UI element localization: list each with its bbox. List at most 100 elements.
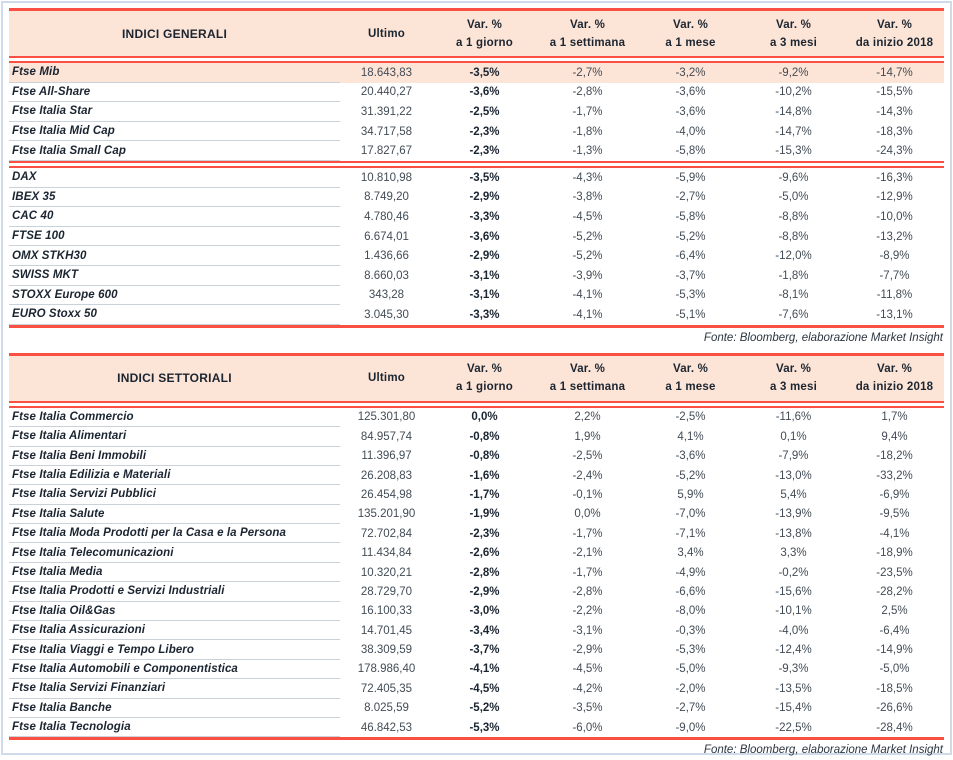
var-da-inizio-2018: -10,0% xyxy=(876,210,913,223)
column-header-line2: a 3 mesi xyxy=(770,381,817,394)
table-row: Ftse Italia Moda Prodotti per la Casa e … xyxy=(9,524,944,544)
column-header-line2: a 1 mese xyxy=(665,381,716,394)
var-1-mese: -7,0% xyxy=(675,508,706,521)
var-da-inizio-2018: 9,4% xyxy=(881,430,908,443)
var-1-mese: -0,3% xyxy=(675,624,706,637)
var-da-inizio-2018: -15,5% xyxy=(876,86,913,99)
column-header-var: Var. % a 1 mese xyxy=(639,11,742,56)
var-1-settimana: -2,1% xyxy=(572,547,603,560)
var-1-mese: -5,2% xyxy=(675,469,706,482)
var-1-settimana: -2,4% xyxy=(572,469,603,482)
var-3-mesi: -15,6% xyxy=(775,585,812,598)
last-value: 8.025,59 xyxy=(364,702,409,715)
last-value: 20.440,27 xyxy=(360,86,413,99)
var-3-mesi: 0,1% xyxy=(780,430,807,443)
double-rule xyxy=(9,56,944,63)
var-3-mesi: -13,8% xyxy=(775,527,812,540)
last-value: 28.729,70 xyxy=(360,585,413,598)
var-1-giorno: -3,3% xyxy=(469,210,500,223)
index-name: Ftse Italia Commercio xyxy=(9,408,340,428)
var-1-giorno: -5,3% xyxy=(469,721,500,734)
column-header-ultimo: Ultimo xyxy=(368,372,405,385)
var-1-giorno: -3,6% xyxy=(469,230,500,243)
table-row: Ftse Italia Star 31.391,22 -2,5% -1,7% -… xyxy=(9,102,944,122)
var-1-giorno: -2,5% xyxy=(469,105,500,118)
var-3-mesi: -7,9% xyxy=(778,450,809,463)
var-1-giorno: -2,6% xyxy=(469,547,500,560)
last-value: 31.391,22 xyxy=(360,105,413,118)
var-1-giorno: -3,5% xyxy=(469,171,500,184)
var-3-mesi: -0,2% xyxy=(778,566,809,579)
var-3-mesi: -8,8% xyxy=(778,230,809,243)
var-1-settimana: -2,5% xyxy=(572,450,603,463)
table-row: Ftse Italia Mid Cap 34.717,58 -2,3% -1,8… xyxy=(9,122,944,142)
index-name: CAC 40 xyxy=(9,207,340,227)
index-name: STOXX Europe 600 xyxy=(9,286,340,306)
var-da-inizio-2018: -14,9% xyxy=(876,644,913,657)
table-row: Ftse Italia Telecomunicazioni 11.434,84 … xyxy=(9,543,944,563)
var-da-inizio-2018: -23,5% xyxy=(876,566,913,579)
var-1-settimana: -1,7% xyxy=(572,566,603,579)
column-header-line2: da inizio 2018 xyxy=(855,36,934,49)
var-1-mese: -5,9% xyxy=(675,171,706,184)
var-da-inizio-2018: -14,3% xyxy=(876,105,913,118)
var-3-mesi: -10,1% xyxy=(775,605,812,618)
var-da-inizio-2018: -11,8% xyxy=(876,289,913,302)
var-da-inizio-2018: 2,5% xyxy=(881,605,908,618)
table-row: Ftse Italia Salute 135.201,90 -1,9% 0,0%… xyxy=(9,505,944,525)
var-1-mese: -3,7% xyxy=(675,269,706,282)
index-name: Ftse Italia Media xyxy=(9,563,340,583)
var-1-mese: -6,6% xyxy=(675,585,706,598)
var-1-mese: -7,1% xyxy=(675,527,706,540)
last-value: 135.201,90 xyxy=(357,508,416,521)
var-1-giorno: -0,8% xyxy=(469,430,500,443)
last-value: 6.674,01 xyxy=(364,230,409,243)
last-value: 10.810,98 xyxy=(360,171,413,184)
column-header-line2: a 1 mese xyxy=(665,36,716,49)
index-name: SWISS MKT xyxy=(9,266,340,286)
var-3-mesi: -13,0% xyxy=(775,469,812,482)
var-1-settimana: -1,7% xyxy=(572,105,603,118)
var-1-mese: -3,6% xyxy=(675,86,706,99)
var-3-mesi: -14,7% xyxy=(775,125,812,138)
var-da-inizio-2018: -16,3% xyxy=(876,171,913,184)
var-3-mesi: -9,3% xyxy=(778,663,809,676)
var-1-mese: -3,6% xyxy=(675,450,706,463)
column-header-line1: Var. % xyxy=(672,18,709,31)
column-header-var: Var. % da inizio 2018 xyxy=(845,11,944,56)
var-1-settimana: -4,1% xyxy=(572,289,603,302)
index-name: Ftse Italia Oil&Gas xyxy=(9,602,340,622)
var-1-settimana: -5,2% xyxy=(572,250,603,263)
last-value: 10.320,21 xyxy=(360,566,413,579)
index-name: Ftse All-Share xyxy=(9,83,340,103)
double-rule xyxy=(9,400,944,408)
var-3-mesi: -13,9% xyxy=(775,508,812,521)
column-header-line1: Var. % xyxy=(876,18,913,31)
index-name: OMX STKH30 xyxy=(9,246,340,266)
column-header-line1: Var. % xyxy=(569,18,606,31)
var-3-mesi: 3,3% xyxy=(780,547,807,560)
var-1-settimana: -3,1% xyxy=(572,624,603,637)
var-1-giorno: -3,7% xyxy=(469,644,500,657)
table-row: IBEX 35 8.749,20 -2,9% -3,8% -2,7% -5,0%… xyxy=(9,188,944,208)
var-1-mese: -6,4% xyxy=(675,250,706,263)
var-1-settimana: -6,0% xyxy=(572,721,603,734)
last-value: 34.717,58 xyxy=(360,125,413,138)
var-1-giorno: -3,3% xyxy=(469,308,500,321)
column-header-line2: a 1 giorno xyxy=(456,36,513,49)
table-row: CAC 40 4.780,46 -3,3% -4,5% -5,8% -8,8% … xyxy=(9,207,944,227)
column-header-var: Var. % a 1 giorno xyxy=(433,356,536,401)
table-row: Ftse Italia Alimentari 84.957,74 -0,8% 1… xyxy=(9,427,944,447)
table-title: INDICI SETTORIALI xyxy=(117,371,232,386)
var-da-inizio-2018: -13,2% xyxy=(876,230,913,243)
table-row: Ftse Italia Servizi Finanziari 72.405,35… xyxy=(9,679,944,699)
column-header-var: Var. % a 1 settimana xyxy=(536,356,639,401)
table-title: INDICI GENERALI xyxy=(121,26,228,41)
last-value: 178.986,40 xyxy=(357,663,416,676)
last-value: 8.749,20 xyxy=(364,191,409,204)
var-1-settimana: -3,9% xyxy=(572,269,603,282)
var-3-mesi: -15,3% xyxy=(775,145,812,158)
column-header-var: Var. % a 1 mese xyxy=(639,356,742,401)
var-da-inizio-2018: -18,2% xyxy=(876,450,913,463)
var-1-settimana: -4,3% xyxy=(572,171,603,184)
